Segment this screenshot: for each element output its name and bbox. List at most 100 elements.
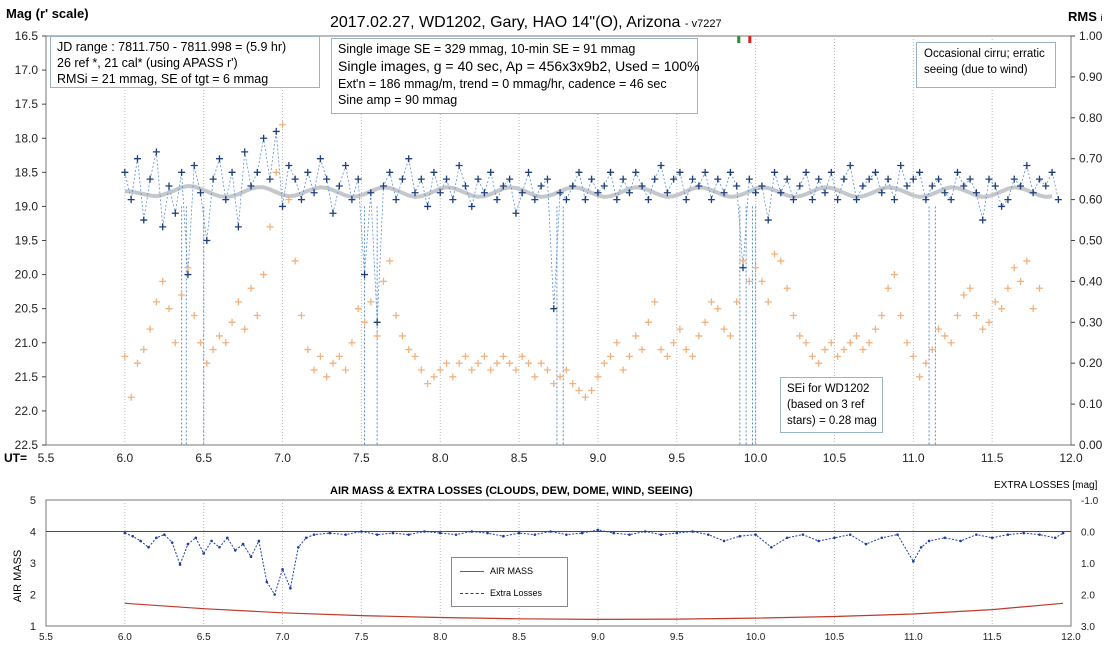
target-point <box>771 168 779 176</box>
target-point <box>222 196 230 204</box>
top-x-tick-label: 9.0 <box>590 451 607 465</box>
losses-point <box>375 533 379 536</box>
target-point <box>972 189 980 197</box>
rms-point <box>676 325 684 333</box>
y-left-label: Mag (r' scale) <box>6 6 89 21</box>
losses-point <box>226 536 229 540</box>
rms-point <box>947 339 955 347</box>
target-point <box>480 189 488 197</box>
top-x-tick-label: 9.5 <box>668 451 685 465</box>
chart-title: 2017.02.27, WD1202, Gary, HAO 14"(O), Ar… <box>330 14 722 32</box>
bottom-x-tick-label: 12.0 <box>1061 632 1081 643</box>
losses-point <box>896 533 899 536</box>
target-point <box>1048 168 1056 176</box>
losses-point <box>549 530 552 533</box>
losses-point <box>533 533 537 536</box>
target-point <box>323 175 331 183</box>
rms-point <box>1017 277 1025 285</box>
rms-point <box>354 305 362 313</box>
rms-point <box>165 305 173 313</box>
bottom-y-left-label: AIR MASS <box>12 549 24 603</box>
target-point <box>903 182 911 190</box>
rms-point <box>575 386 583 394</box>
bottom-y2-tick-label: -1.0 <box>1081 496 1099 507</box>
losses-point <box>312 533 316 536</box>
losses-point <box>817 539 820 543</box>
legend-item-losses: Extra Losses <box>460 588 542 598</box>
legend-item-airmass: AIR MASS <box>460 566 533 576</box>
info-left-line-1: JD range : 7811.750 - 7811.998 = (5.9 hr… <box>57 40 287 54</box>
info-mid-line-3: Ext'n = 186 mmag/m, trend = 0 mmag/hr, c… <box>338 77 667 91</box>
losses-point <box>155 536 158 540</box>
losses-point <box>738 534 742 538</box>
losses-point <box>754 533 757 536</box>
target-point <box>373 318 381 326</box>
target-point <box>689 175 697 183</box>
rms-point <box>985 318 993 326</box>
rms-point <box>619 366 627 374</box>
target-point <box>165 182 173 190</box>
rms-point <box>215 332 223 340</box>
rms-point <box>644 318 652 326</box>
rms-point <box>316 352 324 360</box>
top-y-tick-label: 22.5 <box>15 438 39 452</box>
losses-point <box>241 542 245 546</box>
rms-point <box>543 366 551 374</box>
target-point <box>846 162 854 170</box>
losses-point <box>691 530 694 533</box>
target-point <box>607 168 615 176</box>
target-point <box>531 196 539 204</box>
losses-point <box>959 539 962 543</box>
rms-point <box>802 339 810 347</box>
rms-point <box>815 359 823 367</box>
top-x-tick-label: 6.0 <box>117 451 134 465</box>
target-point <box>234 223 242 231</box>
target-point <box>424 202 432 210</box>
rms-point <box>1010 264 1018 272</box>
rms-point <box>506 359 514 367</box>
target-point <box>928 182 936 190</box>
target-point <box>569 182 577 190</box>
target-point <box>651 175 659 183</box>
losses-point <box>502 534 505 538</box>
rms-point <box>670 339 678 347</box>
target-point <box>297 196 305 204</box>
target-point <box>1023 162 1031 170</box>
target-point <box>739 264 747 272</box>
losses-point <box>848 533 852 536</box>
rms-point <box>550 380 558 388</box>
rms-point <box>449 373 457 381</box>
target-point <box>821 189 829 197</box>
target-point <box>443 175 451 183</box>
rms-point <box>840 346 848 354</box>
target-point <box>228 168 236 176</box>
target-point <box>197 189 205 197</box>
rms-point <box>266 223 274 231</box>
rms-point <box>228 318 236 326</box>
target-point <box>1004 196 1012 204</box>
losses-point <box>486 531 489 535</box>
top-y-tick-label: 21.5 <box>15 370 39 384</box>
info-mid-line-1: Single image SE = 329 mmag, 10-min SE = … <box>338 42 636 56</box>
rms-point <box>1023 257 1031 265</box>
top-y2-tick-label: 0.30 <box>1079 315 1103 329</box>
rms-point <box>783 284 791 292</box>
losses-point <box>265 580 269 584</box>
rms-point <box>638 346 646 354</box>
losses-point <box>927 539 931 543</box>
losses-point <box>123 531 127 535</box>
rms-point <box>323 373 331 381</box>
rms-point <box>291 257 299 265</box>
losses-point <box>454 533 458 536</box>
rms-point <box>562 366 570 374</box>
target-point <box>543 175 551 183</box>
top-plot-area <box>121 36 1062 445</box>
rms-point <box>979 325 987 333</box>
losses-point <box>131 534 135 538</box>
target-point <box>121 168 129 176</box>
losses-point <box>565 533 568 536</box>
rms-point <box>928 346 936 354</box>
sei-line-3: stars) = 0.28 mag <box>787 415 877 427</box>
target-point <box>644 196 652 204</box>
losses-point <box>643 530 647 533</box>
